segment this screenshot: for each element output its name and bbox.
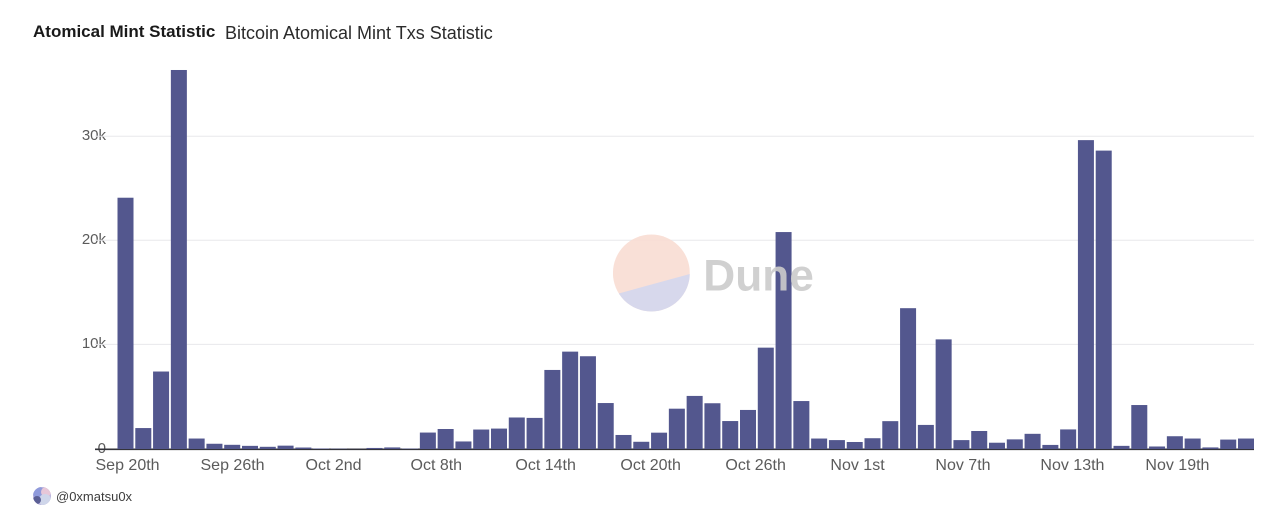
svg-text:Dune: Dune — [703, 251, 814, 300]
